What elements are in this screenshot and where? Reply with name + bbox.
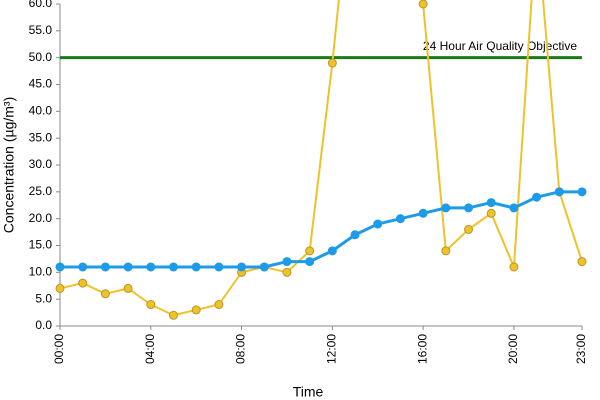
data-point (55, 283, 65, 293)
data-point (305, 257, 315, 267)
data-point (123, 262, 133, 272)
data-point (237, 262, 247, 272)
data-point (464, 203, 474, 213)
y-tick-label: 15.0 (29, 238, 53, 252)
y-tick-label: 50.0 (29, 50, 53, 64)
data-point (78, 262, 88, 272)
x-tick-label: 23:00 (574, 334, 588, 364)
data-point (78, 278, 88, 288)
data-point (418, 0, 428, 9)
x-tick-label: 08:00 (234, 334, 248, 364)
annotation: 24 Hour Air Quality Objective (423, 39, 577, 53)
data-point (214, 262, 224, 272)
y-tick-label: 45.0 (29, 77, 53, 91)
data-point (100, 262, 110, 272)
y-tick-label: 60.0 (29, 0, 53, 10)
data-point (214, 300, 224, 310)
data-point (168, 310, 178, 320)
data-point (441, 203, 451, 213)
data-point (373, 219, 383, 229)
y-tick-label: 30.0 (29, 157, 53, 171)
y-tick-label: 5.0 (35, 291, 52, 305)
plot-area (55, 0, 587, 320)
data-point (509, 262, 519, 272)
y-tick-label: 0.0 (35, 318, 52, 332)
data-point (55, 262, 65, 272)
data-point (191, 262, 201, 272)
data-point (532, 192, 542, 202)
x-tick-label: 12:00 (325, 334, 339, 364)
y-tick-label: 25.0 (29, 184, 53, 198)
data-point (327, 58, 337, 68)
data-point (146, 300, 156, 310)
y-tick-label: 20.0 (29, 211, 53, 225)
data-point (395, 214, 405, 224)
x-tick-label: 00:00 (52, 334, 66, 364)
x-tick-label: 16:00 (415, 334, 429, 364)
data-point (554, 187, 564, 197)
data-point (441, 246, 451, 256)
data-point (282, 257, 292, 267)
data-point (486, 208, 496, 218)
data-point (327, 246, 337, 256)
x-tick-label: 04:00 (143, 334, 157, 364)
series-line (60, 190, 582, 269)
data-point (259, 262, 269, 272)
x-axis-label: Time (293, 384, 324, 400)
y-tick-label: 40.0 (29, 104, 53, 118)
data-point (168, 262, 178, 272)
x-tick-label: 20:00 (506, 334, 520, 364)
data-point (123, 283, 133, 293)
data-point (191, 305, 201, 315)
series-line (59, 0, 583, 317)
y-tick-label: 35.0 (29, 130, 53, 144)
data-point (577, 187, 587, 197)
y-axis-label: Concentration (µg/m³) (1, 97, 17, 233)
data-point (464, 224, 474, 234)
data-point (100, 289, 110, 299)
y-tick-label: 10.0 (29, 265, 53, 279)
data-point (418, 208, 428, 218)
data-point (509, 203, 519, 213)
data-point (305, 246, 315, 256)
data-point (577, 257, 587, 267)
data-point (486, 198, 496, 208)
data-point (146, 262, 156, 272)
data-point (350, 230, 360, 240)
data-point (282, 267, 292, 277)
y-tick-label: 55.0 (29, 23, 53, 37)
